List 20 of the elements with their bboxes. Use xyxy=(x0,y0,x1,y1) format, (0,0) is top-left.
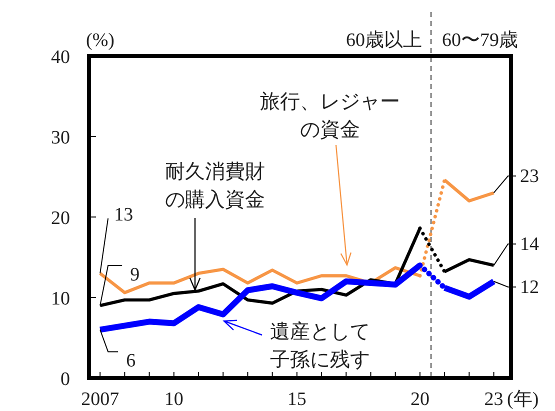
text: 60〜79歳 xyxy=(442,30,518,51)
data-label: 14 xyxy=(520,234,540,255)
data-label: 12 xyxy=(520,277,539,298)
text: 60歳以上 xyxy=(346,30,422,51)
x-tick-label: 23 xyxy=(484,389,504,410)
x-axis-title: (年) xyxy=(507,389,539,410)
x-tick-label: 15 xyxy=(287,389,306,410)
y-tick-label: 20 xyxy=(51,208,70,229)
y-tick-label: 10 xyxy=(51,288,70,310)
y-tick-label: 40 xyxy=(51,47,70,68)
data-label: 23 xyxy=(520,166,539,187)
data-label: 6 xyxy=(126,350,136,372)
y-tick-label: 30 xyxy=(51,128,70,148)
x-tick-label: 2007 xyxy=(81,389,120,410)
x-tick-label: 20 xyxy=(410,389,430,410)
y-axis-title: (%) xyxy=(86,30,114,51)
data-label: 9 xyxy=(130,264,140,286)
x-tick-label: 10 xyxy=(164,389,184,410)
data-label: 13 xyxy=(114,204,134,226)
y-tick-label: 0 xyxy=(60,369,70,390)
